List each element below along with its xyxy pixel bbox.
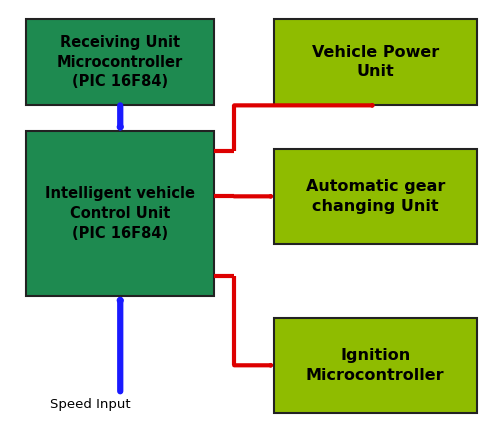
Text: Intelligent vehicle
Control Unit
(PIC 16F84): Intelligent vehicle Control Unit (PIC 16… [45,186,195,241]
Text: Ignition
Microcontroller: Ignition Microcontroller [306,348,445,383]
Text: Receiving Unit
Microcontroller
(PIC 16F84): Receiving Unit Microcontroller (PIC 16F8… [57,35,183,89]
FancyBboxPatch shape [274,19,477,106]
Text: Vehicle Power
Unit: Vehicle Power Unit [312,44,439,79]
FancyBboxPatch shape [26,19,214,106]
Text: Speed Input: Speed Input [50,398,131,411]
FancyBboxPatch shape [26,131,214,296]
Text: Automatic gear
changing Unit: Automatic gear changing Unit [306,179,445,214]
FancyBboxPatch shape [274,149,477,244]
FancyBboxPatch shape [274,318,477,413]
